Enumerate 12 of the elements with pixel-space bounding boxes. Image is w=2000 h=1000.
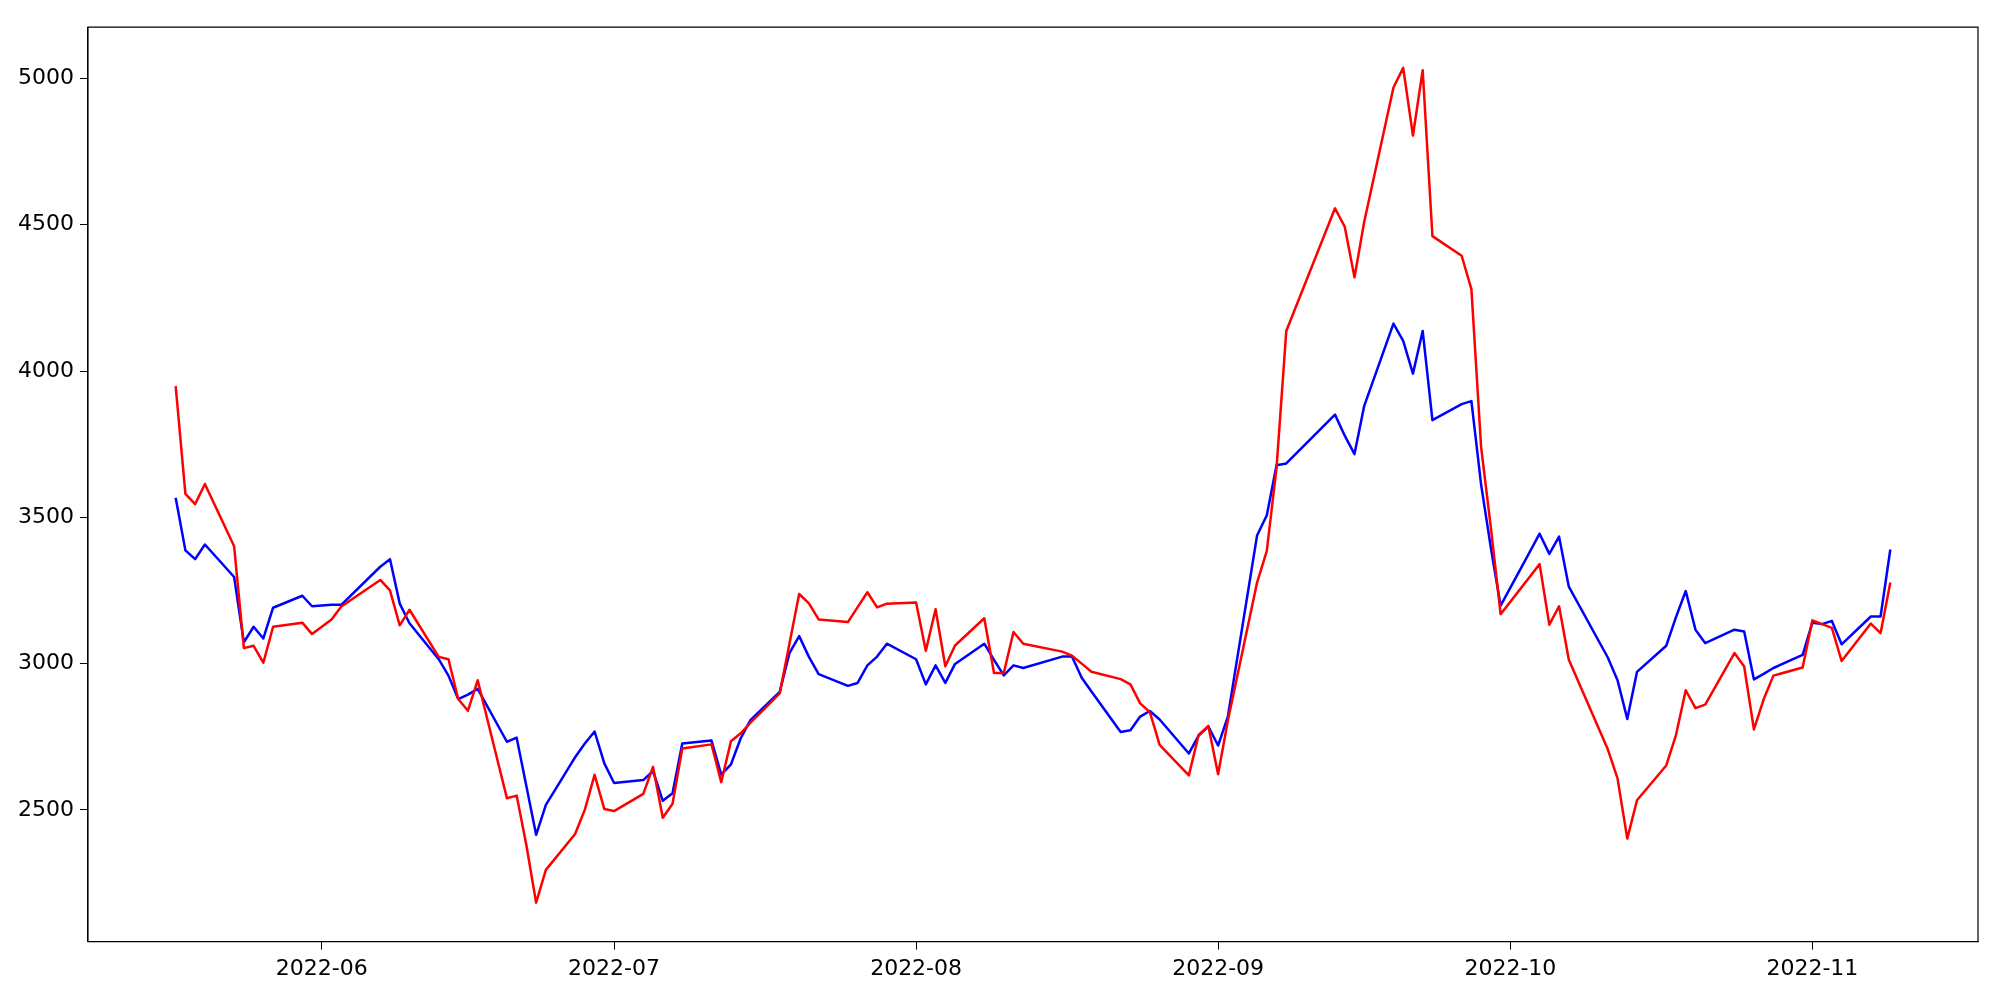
y-tick-label: 2500 [17, 795, 74, 821]
x-tick-label: 2022-06 [275, 954, 368, 980]
x-tick-label: 2022-09 [1172, 954, 1265, 980]
y-tick-label: 5000 [17, 64, 74, 90]
y-tick-label: 4000 [17, 356, 74, 382]
x-tick-label: 2022-10 [1464, 954, 1557, 980]
y-tick-label: 3500 [17, 503, 74, 529]
x-tick-label: 2022-11 [1766, 954, 1859, 980]
y-tick-label: 3000 [17, 649, 74, 675]
x-tick-label: 2022-08 [870, 954, 963, 980]
y-tick-label: 4500 [17, 210, 74, 236]
x-tick-label: 2022-07 [568, 954, 661, 980]
